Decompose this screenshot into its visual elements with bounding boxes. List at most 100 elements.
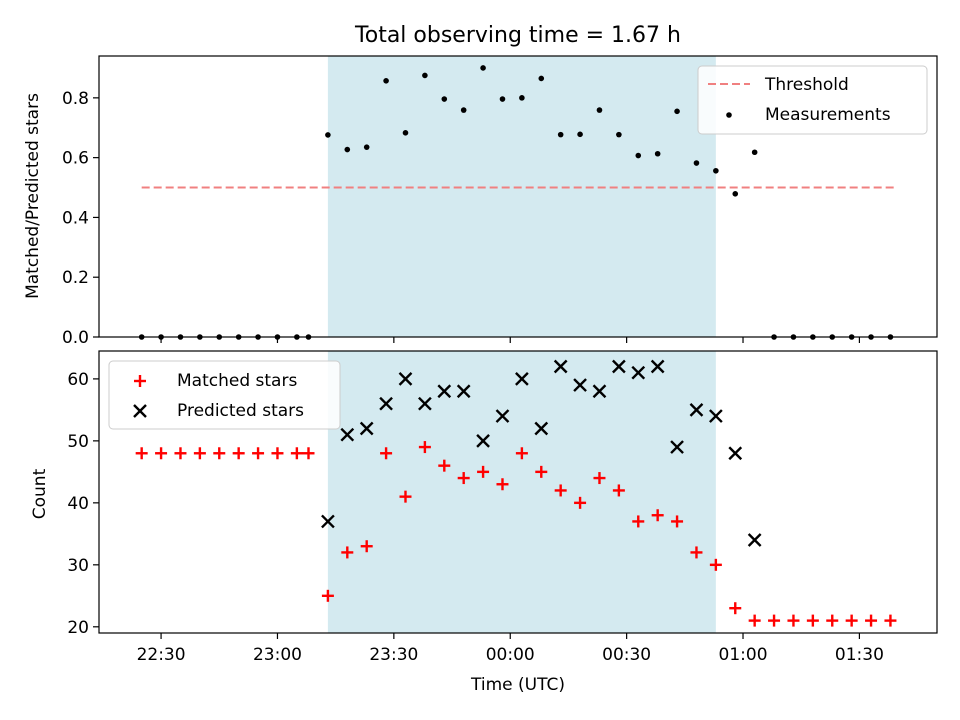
predicted-star-stroke-b bbox=[476, 434, 490, 448]
matched-star-point bbox=[554, 484, 567, 497]
predicted-star-stroke-b bbox=[650, 359, 665, 374]
bottom-xtick-label: 01:30 bbox=[835, 645, 884, 665]
predicted-star-point bbox=[670, 440, 684, 454]
bottom-axes-frame bbox=[98, 350, 938, 634]
bottom-xtick-label: 23:00 bbox=[253, 645, 302, 665]
matched-star-point bbox=[612, 484, 625, 497]
matched-star-point bbox=[360, 540, 373, 553]
matched-star-point bbox=[884, 614, 897, 627]
predicted-star-point bbox=[573, 378, 587, 392]
measurement-point bbox=[616, 131, 622, 138]
matched-star-point bbox=[302, 447, 315, 460]
bottom-ytick-label: 60 bbox=[67, 370, 89, 390]
bottom-xtick-label: 01:00 bbox=[719, 645, 768, 665]
matched-star-point bbox=[438, 459, 451, 472]
predicted-star-point bbox=[631, 365, 646, 380]
measurement-point bbox=[713, 167, 719, 174]
measurement-point bbox=[538, 75, 545, 82]
predicted-star-point bbox=[612, 359, 626, 374]
predicted-star-point bbox=[709, 409, 723, 423]
predicted-star-stroke-b bbox=[689, 403, 704, 417]
matched-star-point bbox=[155, 447, 168, 460]
matched-star-point bbox=[826, 614, 839, 627]
matched-star-point bbox=[477, 465, 490, 478]
measurement-point bbox=[441, 96, 448, 102]
predicted-star-stroke-b bbox=[340, 427, 355, 442]
predicted-star-stroke-b bbox=[592, 384, 607, 399]
predicted-star-stroke-b bbox=[709, 409, 723, 423]
predicted-star-point bbox=[747, 533, 762, 547]
matched-star-point bbox=[232, 447, 245, 460]
predicted-star-stroke-b bbox=[379, 396, 393, 411]
predicted-star-stroke-b bbox=[495, 409, 510, 423]
top-y-ticks: 0.0 0.2 0.4 0.6 0.8 bbox=[62, 89, 99, 348]
matched-star-point bbox=[418, 441, 431, 454]
bottom-ytick-label: 30 bbox=[67, 556, 89, 576]
legend-predicted-swatch bbox=[133, 404, 147, 418]
measurement-point bbox=[674, 108, 680, 115]
bottom-xtick-label: 00:30 bbox=[602, 645, 651, 665]
top-legend-box bbox=[697, 65, 928, 135]
predicted-star-stroke-b bbox=[456, 384, 471, 399]
predicted-stars-points bbox=[321, 359, 762, 547]
predicted-star-stroke-b bbox=[437, 384, 452, 399]
predicted-star-stroke-b bbox=[631, 365, 646, 380]
observing-window-shade bbox=[327, 56, 716, 337]
bottom-ytick-label: 20 bbox=[67, 618, 89, 638]
predicted-star-point bbox=[398, 372, 413, 386]
measurement-point bbox=[596, 107, 603, 113]
predicted-star-stroke-b bbox=[534, 421, 549, 436]
predicted-star-stroke-b bbox=[515, 372, 529, 386]
predicted-star-point bbox=[495, 409, 510, 423]
observing-window-shade-bottom bbox=[327, 351, 716, 633]
predicted-star-stroke-b bbox=[321, 514, 335, 529]
top-ytick-label: 0.0 bbox=[62, 328, 89, 348]
top-ytick-label: 0.4 bbox=[62, 208, 89, 228]
matched-star-point bbox=[174, 447, 187, 460]
bottom-xtick-label: 23:30 bbox=[369, 645, 418, 665]
measurement-point bbox=[325, 132, 331, 138]
matched-star-point bbox=[535, 465, 548, 478]
bottom-x-ticks: 22:30 23:00 23:30 00:00 00:30 01:00 01:30 bbox=[137, 633, 884, 665]
predicted-star-point bbox=[321, 514, 335, 529]
matched-star-point bbox=[748, 614, 761, 627]
predicted-star-stroke-b bbox=[398, 372, 413, 386]
predicted-star-stroke-b bbox=[553, 359, 568, 374]
top-y-axis-label: Matched/Predicted stars bbox=[23, 93, 43, 299]
measurement-point bbox=[499, 96, 506, 102]
matched-stars-points bbox=[135, 441, 897, 627]
predicted-star-point bbox=[359, 421, 374, 436]
predicted-star-point bbox=[476, 434, 490, 448]
top-x-ticks bbox=[160, 337, 861, 343]
legend-threshold-label: Threshold bbox=[764, 75, 849, 95]
matched-star-point bbox=[321, 589, 334, 602]
measurement-point bbox=[732, 191, 739, 197]
matched-star-point bbox=[496, 478, 509, 491]
top-legend: Threshold Measurements bbox=[697, 65, 928, 135]
bottom-xtick-label: 00:00 bbox=[486, 645, 535, 665]
predicted-star-point bbox=[650, 359, 665, 374]
matched-star-point bbox=[135, 447, 148, 460]
measurement-point bbox=[693, 160, 700, 166]
chart-title: Total observing time = 1.67 h bbox=[354, 23, 681, 48]
predicted-star-point bbox=[728, 446, 743, 461]
matched-star-point bbox=[457, 472, 470, 485]
matched-star-point bbox=[271, 447, 284, 460]
top-ytick-label: 0.6 bbox=[62, 149, 89, 169]
legend-measurements-swatch bbox=[726, 112, 732, 118]
matched-star-point bbox=[709, 558, 722, 571]
measurement-point bbox=[363, 144, 370, 150]
predicted-star-point bbox=[456, 384, 471, 399]
matched-star-point bbox=[193, 447, 206, 460]
measurement-point bbox=[557, 131, 564, 138]
measurement-point bbox=[635, 152, 642, 159]
measurement-point bbox=[402, 130, 409, 136]
predicted-star-point bbox=[340, 427, 355, 442]
matched-star-point bbox=[515, 447, 528, 460]
predicted-star-point bbox=[418, 396, 432, 411]
measurement-point bbox=[480, 65, 486, 71]
matched-star-point bbox=[806, 614, 819, 627]
measurement-point bbox=[422, 72, 428, 79]
bottom-legend: Matched stars Predicted stars bbox=[108, 360, 341, 430]
matched-star-point bbox=[671, 515, 684, 528]
